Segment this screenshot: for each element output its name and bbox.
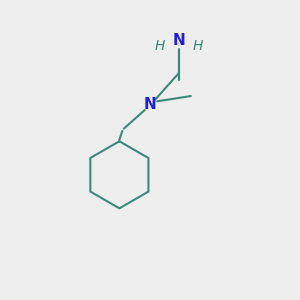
Text: H: H [155, 40, 165, 53]
Text: H: H [193, 40, 203, 53]
Text: N: N [144, 97, 156, 112]
Text: N: N [173, 33, 185, 48]
